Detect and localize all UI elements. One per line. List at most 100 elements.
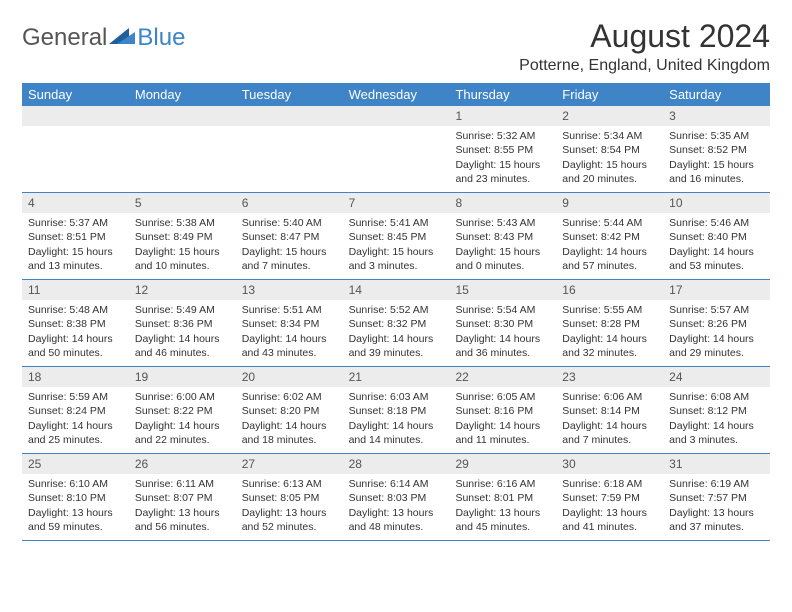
day-number: 24: [663, 367, 770, 387]
day-details: Sunrise: 5:51 AMSunset: 8:34 PMDaylight:…: [236, 300, 343, 364]
day-cell: 26Sunrise: 6:11 AMSunset: 8:07 PMDayligh…: [129, 454, 236, 540]
brand-logo: General Blue: [22, 24, 185, 52]
day-cell: 4Sunrise: 5:37 AMSunset: 8:51 PMDaylight…: [22, 193, 129, 279]
sunrise-line: Sunrise: 6:06 AM: [562, 390, 657, 404]
day-cell: 7Sunrise: 5:41 AMSunset: 8:45 PMDaylight…: [343, 193, 450, 279]
sunrise-line: Sunrise: 6:03 AM: [349, 390, 444, 404]
sunrise-line: Sunrise: 5:34 AM: [562, 129, 657, 143]
week-row: 11Sunrise: 5:48 AMSunset: 8:38 PMDayligh…: [22, 280, 770, 367]
daylight-line: Daylight: 15 hours and 23 minutes.: [455, 158, 550, 186]
day-cell: 20Sunrise: 6:02 AMSunset: 8:20 PMDayligh…: [236, 367, 343, 453]
day-cell: 11Sunrise: 5:48 AMSunset: 8:38 PMDayligh…: [22, 280, 129, 366]
sunrise-line: Sunrise: 5:32 AM: [455, 129, 550, 143]
day-details: Sunrise: 6:05 AMSunset: 8:16 PMDaylight:…: [449, 387, 556, 451]
day-details: Sunrise: 5:55 AMSunset: 8:28 PMDaylight:…: [556, 300, 663, 364]
sunset-line: Sunset: 8:01 PM: [455, 491, 550, 505]
sunset-line: Sunset: 8:36 PM: [135, 317, 230, 331]
week-row: 18Sunrise: 5:59 AMSunset: 8:24 PMDayligh…: [22, 367, 770, 454]
daylight-line: Daylight: 13 hours and 56 minutes.: [135, 506, 230, 534]
sunset-line: Sunset: 8:24 PM: [28, 404, 123, 418]
day-number: 3: [663, 106, 770, 126]
day-cell: 3Sunrise: 5:35 AMSunset: 8:52 PMDaylight…: [663, 106, 770, 192]
day-details: Sunrise: 5:54 AMSunset: 8:30 PMDaylight:…: [449, 300, 556, 364]
day-cell: [22, 106, 129, 192]
calendar: SundayMondayTuesdayWednesdayThursdayFrid…: [22, 83, 770, 541]
day-cell: 31Sunrise: 6:19 AMSunset: 7:57 PMDayligh…: [663, 454, 770, 540]
sunset-line: Sunset: 8:10 PM: [28, 491, 123, 505]
sunrise-line: Sunrise: 5:55 AM: [562, 303, 657, 317]
sunrise-line: Sunrise: 6:18 AM: [562, 477, 657, 491]
day-number: 22: [449, 367, 556, 387]
day-cell: 21Sunrise: 6:03 AMSunset: 8:18 PMDayligh…: [343, 367, 450, 453]
day-cell: 5Sunrise: 5:38 AMSunset: 8:49 PMDaylight…: [129, 193, 236, 279]
brand-text-blue: Blue: [137, 24, 185, 52]
day-cell: 24Sunrise: 6:08 AMSunset: 8:12 PMDayligh…: [663, 367, 770, 453]
day-details: Sunrise: 5:32 AMSunset: 8:55 PMDaylight:…: [449, 126, 556, 190]
day-number: 30: [556, 454, 663, 474]
day-number: 16: [556, 280, 663, 300]
day-header-row: SundayMondayTuesdayWednesdayThursdayFrid…: [22, 83, 770, 106]
day-details: Sunrise: 5:59 AMSunset: 8:24 PMDaylight:…: [22, 387, 129, 451]
sunrise-line: Sunrise: 5:48 AM: [28, 303, 123, 317]
sunrise-line: Sunrise: 6:14 AM: [349, 477, 444, 491]
daylight-line: Daylight: 14 hours and 11 minutes.: [455, 419, 550, 447]
day-number: 10: [663, 193, 770, 213]
daylight-line: Daylight: 14 hours and 22 minutes.: [135, 419, 230, 447]
location-subtitle: Potterne, England, United Kingdom: [519, 57, 770, 75]
day-details: Sunrise: 5:46 AMSunset: 8:40 PMDaylight:…: [663, 213, 770, 277]
week-row: 25Sunrise: 6:10 AMSunset: 8:10 PMDayligh…: [22, 454, 770, 541]
day-header: Thursday: [449, 83, 556, 106]
month-title: August 2024: [519, 18, 770, 55]
day-number: 1: [449, 106, 556, 126]
day-number-empty: [236, 106, 343, 126]
sunset-line: Sunset: 8:22 PM: [135, 404, 230, 418]
day-number: 9: [556, 193, 663, 213]
sunset-line: Sunset: 8:03 PM: [349, 491, 444, 505]
day-cell: 8Sunrise: 5:43 AMSunset: 8:43 PMDaylight…: [449, 193, 556, 279]
sunset-line: Sunset: 8:42 PM: [562, 230, 657, 244]
daylight-line: Daylight: 14 hours and 14 minutes.: [349, 419, 444, 447]
sunset-line: Sunset: 8:30 PM: [455, 317, 550, 331]
day-number: 31: [663, 454, 770, 474]
day-details: Sunrise: 6:06 AMSunset: 8:14 PMDaylight:…: [556, 387, 663, 451]
sunset-line: Sunset: 8:38 PM: [28, 317, 123, 331]
day-details: Sunrise: 6:19 AMSunset: 7:57 PMDaylight:…: [663, 474, 770, 538]
day-details: Sunrise: 5:44 AMSunset: 8:42 PMDaylight:…: [556, 213, 663, 277]
sunrise-line: Sunrise: 6:00 AM: [135, 390, 230, 404]
day-cell: 9Sunrise: 5:44 AMSunset: 8:42 PMDaylight…: [556, 193, 663, 279]
day-details: Sunrise: 5:48 AMSunset: 8:38 PMDaylight:…: [22, 300, 129, 364]
day-number: 13: [236, 280, 343, 300]
sunrise-line: Sunrise: 5:49 AM: [135, 303, 230, 317]
day-details: Sunrise: 5:38 AMSunset: 8:49 PMDaylight:…: [129, 213, 236, 277]
day-header: Friday: [556, 83, 663, 106]
sunrise-line: Sunrise: 5:51 AM: [242, 303, 337, 317]
sunset-line: Sunset: 8:07 PM: [135, 491, 230, 505]
daylight-line: Daylight: 15 hours and 3 minutes.: [349, 245, 444, 273]
day-cell: 10Sunrise: 5:46 AMSunset: 8:40 PMDayligh…: [663, 193, 770, 279]
daylight-line: Daylight: 14 hours and 39 minutes.: [349, 332, 444, 360]
day-details: Sunrise: 5:43 AMSunset: 8:43 PMDaylight:…: [449, 213, 556, 277]
day-number: 6: [236, 193, 343, 213]
sunset-line: Sunset: 8:40 PM: [669, 230, 764, 244]
day-number: 21: [343, 367, 450, 387]
day-cell: 23Sunrise: 6:06 AMSunset: 8:14 PMDayligh…: [556, 367, 663, 453]
day-cell: 30Sunrise: 6:18 AMSunset: 7:59 PMDayligh…: [556, 454, 663, 540]
sunrise-line: Sunrise: 6:08 AM: [669, 390, 764, 404]
day-number-empty: [22, 106, 129, 126]
daylight-line: Daylight: 15 hours and 10 minutes.: [135, 245, 230, 273]
day-cell: 19Sunrise: 6:00 AMSunset: 8:22 PMDayligh…: [129, 367, 236, 453]
week-row: 4Sunrise: 5:37 AMSunset: 8:51 PMDaylight…: [22, 193, 770, 280]
day-cell: 28Sunrise: 6:14 AMSunset: 8:03 PMDayligh…: [343, 454, 450, 540]
sunrise-line: Sunrise: 5:43 AM: [455, 216, 550, 230]
day-details: Sunrise: 5:34 AMSunset: 8:54 PMDaylight:…: [556, 126, 663, 190]
day-details: Sunrise: 5:40 AMSunset: 8:47 PMDaylight:…: [236, 213, 343, 277]
daylight-line: Daylight: 14 hours and 29 minutes.: [669, 332, 764, 360]
day-cell: 14Sunrise: 5:52 AMSunset: 8:32 PMDayligh…: [343, 280, 450, 366]
week-row: 1Sunrise: 5:32 AMSunset: 8:55 PMDaylight…: [22, 106, 770, 193]
day-number: 28: [343, 454, 450, 474]
day-number: 5: [129, 193, 236, 213]
sunrise-line: Sunrise: 5:59 AM: [28, 390, 123, 404]
day-number: 29: [449, 454, 556, 474]
day-details: Sunrise: 6:13 AMSunset: 8:05 PMDaylight:…: [236, 474, 343, 538]
sunrise-line: Sunrise: 6:05 AM: [455, 390, 550, 404]
